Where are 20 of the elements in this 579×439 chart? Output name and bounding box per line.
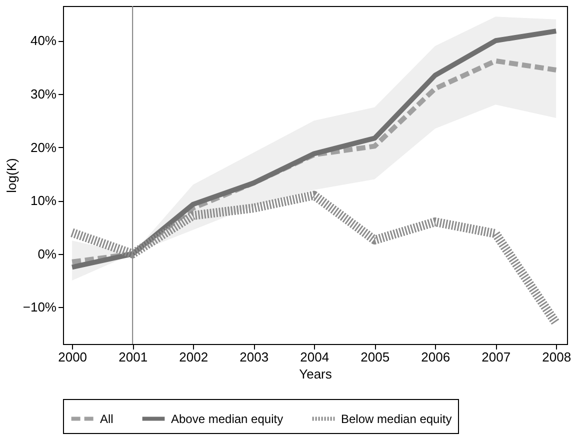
x-tick-label: 2007 [482,350,511,364]
x-tick-label: 2000 [58,350,88,364]
y-axis-title: log(K) [4,158,19,193]
x-axis-title: Years [299,366,332,382]
x-tick-label: 2004 [300,350,330,364]
y-tick-label: 20% [30,140,57,155]
x-tick-label: 2008 [542,350,572,364]
x-tick-label: 2001 [118,350,148,364]
x-tick-label: 2005 [360,350,390,364]
legend-label: Above median equity [171,412,284,426]
x-tick-label: 2002 [179,350,208,364]
y-tick-label: 40% [30,33,57,48]
legend-label: All [100,412,114,426]
y-tick-label: −10% [22,300,57,315]
y-tick-label: 0% [38,246,57,262]
x-tick-label: 2006 [421,350,450,364]
x-tick-label: 2003 [240,350,269,364]
legend-label: Below median equity [341,412,452,426]
y-tick-label: 10% [30,193,57,208]
y-tick-label: 30% [30,86,57,102]
